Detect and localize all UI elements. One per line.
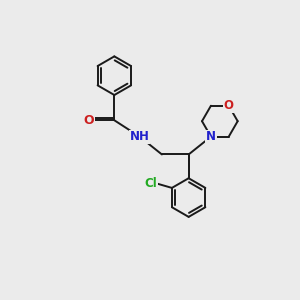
Text: O: O [224, 99, 234, 112]
Text: Cl: Cl [145, 177, 158, 190]
Text: N: N [206, 130, 216, 143]
Text: O: O [84, 114, 94, 127]
Text: NH: NH [130, 130, 149, 143]
